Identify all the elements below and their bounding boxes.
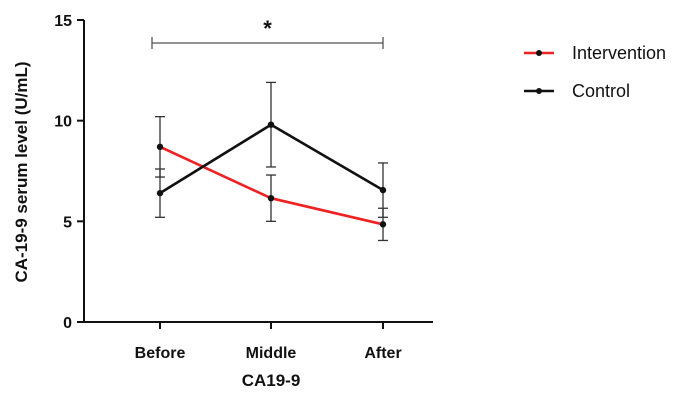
legend-item: Intervention [524,43,666,63]
legend-marker [536,88,542,94]
x-axis-title: CA19-9 [242,371,301,390]
x-tick-label: After [364,345,401,362]
axes: 0 5 10 15 Before Middle After [54,13,433,362]
legend-marker [536,50,542,56]
series-control [155,81,388,218]
y-axis-title: CA-19-9 serum level (U/mL) [12,61,31,282]
data-point [156,189,164,197]
legend-label: Intervention [572,43,666,63]
y-tick-label: 0 [63,315,72,332]
data-point [267,121,275,128]
data-point [379,221,387,228]
data-point [379,186,387,194]
y-tick-label: 10 [54,114,72,131]
data-point [156,143,164,151]
legend: Intervention Control [524,43,666,101]
y-tick-label: 15 [54,13,72,30]
series-layer [155,81,388,242]
legend-item: Control [524,81,630,101]
legend-label: Control [572,81,630,101]
x-tick-label: Middle [246,345,297,362]
x-tick-label: Before [135,345,186,362]
data-point [267,194,275,202]
y-tick-label: 5 [63,214,72,231]
series-intervention [155,115,388,242]
significance-annotation: * [151,16,384,49]
significance-label: * [263,16,272,41]
